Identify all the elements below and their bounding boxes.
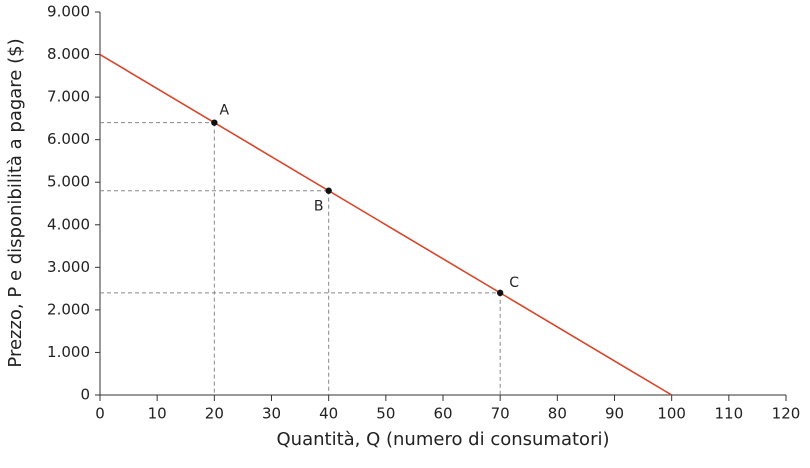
x-tick-label: 120: [772, 405, 801, 423]
point: [496, 289, 504, 297]
y-tick-label: 9.000: [47, 3, 90, 21]
x-tick-label: 70: [491, 405, 510, 423]
y-tick-label: 4.000: [47, 215, 90, 233]
point-label: C: [509, 275, 519, 291]
x-tick-label: 80: [548, 405, 567, 423]
x-tick-label: 50: [376, 405, 395, 423]
y-tick-label: 8.000: [47, 45, 90, 63]
point: [325, 187, 332, 194]
x-tick-label: 30: [262, 405, 281, 423]
x-tick-label: 0: [95, 405, 105, 423]
y-tick-label: 5.000: [47, 173, 90, 191]
y-axis-title: Prezzo, P e disponibilità a pagare ($): [5, 38, 26, 367]
x-tick-label: 90: [605, 405, 624, 423]
y-tick-label: 0: [80, 386, 90, 404]
y-tick-label: 1.000: [47, 343, 90, 361]
y-tick-label: 7.000: [47, 88, 90, 106]
x-tick-label: 10: [148, 405, 167, 423]
x-tick-label: 40: [319, 405, 338, 423]
point: [211, 119, 218, 126]
point-label: B: [314, 199, 324, 215]
x-tick-label: 60: [433, 405, 452, 423]
x-tick-label: 100: [657, 405, 686, 423]
x-tick-label: 110: [715, 405, 744, 423]
y-tick-label: 6.000: [47, 130, 90, 148]
x-tick-label: 20: [205, 405, 224, 423]
y-tick-label: 2.000: [47, 300, 90, 318]
x-axis-title: Quantità, Q (numero di consumatori): [277, 429, 610, 450]
demand-line: [99, 53, 673, 396]
point-label: A: [220, 103, 230, 119]
y-tick-label: 3.000: [47, 258, 90, 276]
